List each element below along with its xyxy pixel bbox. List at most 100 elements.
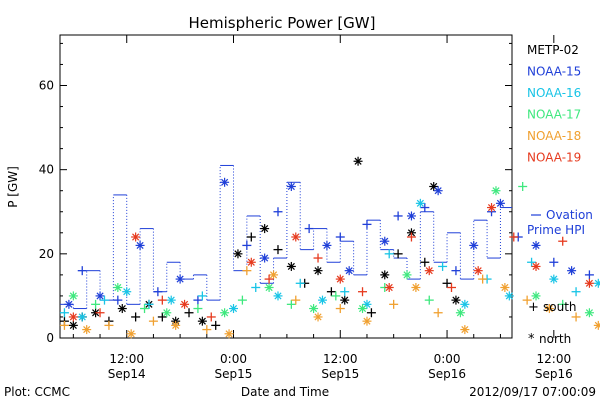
north-point (451, 295, 461, 305)
north-point (340, 295, 350, 305)
south-point (237, 295, 247, 305)
y-tick-label: 60 (39, 79, 54, 93)
north-point (544, 304, 554, 314)
north-point (260, 224, 270, 234)
north-point (77, 312, 87, 322)
north-point (117, 304, 127, 314)
north-point (317, 295, 327, 305)
north-point (229, 304, 239, 314)
legend: METP-02 NOAA-15 NOAA-16 NOAA-17 NOAA-18 NOAA-… (527, 43, 581, 165)
south-point (144, 299, 154, 309)
north-point (500, 283, 510, 292)
south-point (362, 219, 372, 229)
north-point (273, 291, 283, 301)
south-point (420, 257, 430, 267)
north-point (335, 274, 345, 284)
south-point (95, 308, 105, 318)
north-point (64, 299, 74, 309)
north-point (264, 283, 274, 292)
y-axis: 0 20 40 60 (39, 42, 512, 345)
y-tick-label: 0 (46, 331, 54, 345)
x-tick-time-label: 0:00 (434, 352, 461, 366)
south-point (509, 232, 519, 242)
south-point (91, 299, 101, 309)
x-axis-label: Date and Time (241, 385, 329, 399)
north-point (286, 261, 296, 271)
north-point (95, 291, 105, 301)
x-tick-time-label: 0:00 (220, 352, 247, 366)
legend-entry: NOAA-19 (527, 151, 581, 165)
x-tick-date-label: Sep15 (321, 367, 359, 381)
south-point (242, 240, 252, 250)
north-point (135, 240, 145, 250)
south-point (197, 291, 207, 301)
north-point (269, 270, 279, 280)
south-point (549, 257, 559, 267)
south-point (446, 283, 456, 292)
south-point (131, 312, 141, 322)
north-point (504, 291, 514, 301)
south-point (242, 266, 252, 276)
north-point (286, 182, 296, 191)
legend-entry: NOAA-15 (527, 65, 581, 79)
north-point (593, 320, 600, 330)
south-point (384, 249, 394, 259)
north-point (411, 283, 421, 292)
north-point (113, 283, 123, 292)
south-point (295, 278, 305, 288)
north-point (291, 232, 301, 242)
south-point (584, 270, 594, 280)
x-tick-date-label: Sep14 (108, 367, 146, 381)
chart-title: Hemispheric Power [GW] (189, 14, 376, 32)
north-point (584, 278, 594, 288)
north-point (126, 329, 136, 339)
ovation-label-line2: Prime HPI (527, 223, 585, 237)
x-tick-date-label: Sep16 (535, 367, 573, 381)
south-point (99, 295, 109, 305)
north-point (469, 240, 479, 250)
y-axis-label: P [GW] (6, 166, 20, 208)
north-point (224, 329, 234, 339)
south-point (153, 287, 163, 297)
south-point (442, 278, 452, 288)
south-point (326, 287, 336, 297)
north-point (233, 249, 243, 259)
south-point (340, 287, 350, 297)
south-point (291, 295, 301, 305)
y-tick-label: 40 (39, 163, 54, 177)
plot-frame (59, 34, 513, 339)
north-point (491, 186, 501, 196)
north-point (68, 291, 78, 301)
south-point (438, 261, 448, 271)
south-point (571, 312, 581, 322)
north-point (487, 203, 497, 213)
south-point (157, 295, 167, 305)
north-point (171, 320, 181, 330)
north-point (460, 325, 470, 335)
data-points (59, 156, 600, 339)
south-point (273, 245, 283, 255)
north-point (246, 257, 256, 267)
north-point (313, 266, 323, 276)
south-point (77, 266, 87, 276)
south-point (104, 320, 114, 330)
south-point (206, 312, 216, 322)
north-marker-symbol: * (528, 332, 535, 347)
south-point (184, 308, 194, 318)
north-point (322, 240, 332, 250)
south-point (193, 295, 203, 305)
x-tick-date-label: Sep16 (428, 367, 466, 381)
north-point (473, 266, 483, 276)
north-point (220, 177, 230, 187)
south-point (157, 312, 167, 322)
south-point (211, 320, 221, 330)
south-point (335, 304, 345, 314)
south-point (527, 257, 537, 267)
ovation-label-line1: Ovation (546, 208, 593, 222)
north-point (175, 274, 185, 284)
legend-entry: NOAA-18 (527, 129, 581, 143)
south-point (478, 274, 488, 284)
north-point (82, 325, 92, 335)
north-point (531, 240, 541, 250)
south-point (518, 182, 528, 191)
